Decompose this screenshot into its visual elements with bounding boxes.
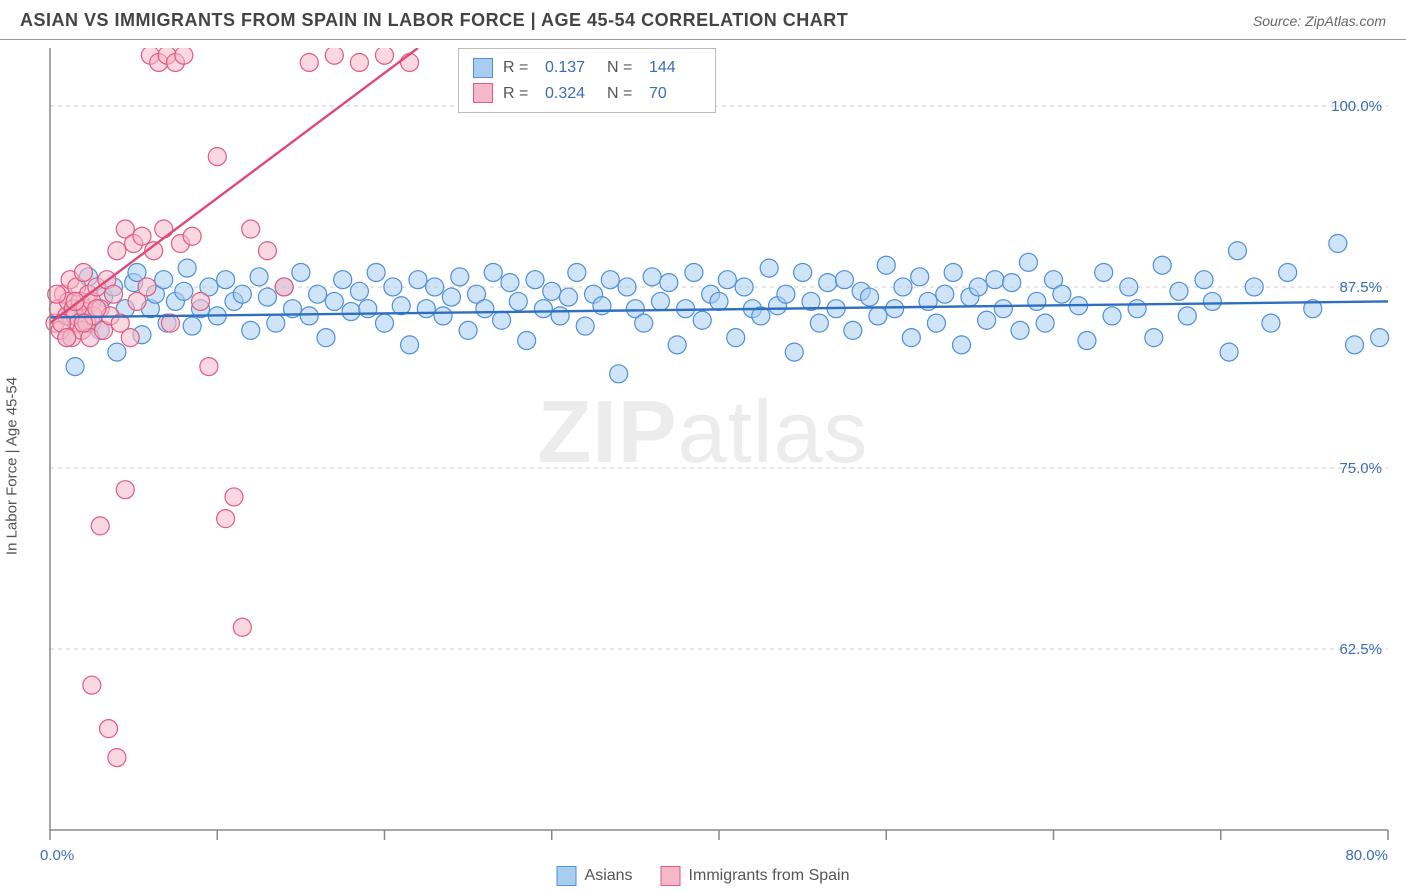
y-axis-label: In Labor Force | Age 45-54 (4, 377, 21, 555)
legend-r-value-asians: 0.137 (545, 55, 597, 81)
legend-correlation: R = 0.137 N = 144 R = 0.324 N = 70 (458, 48, 716, 113)
legend-n-label: N = (607, 81, 639, 107)
legend-row-spain: R = 0.324 N = 70 (473, 81, 701, 107)
legend-item-spain: Immigrants from Spain (661, 866, 850, 886)
chart-svg: 62.5% 75.0% 87.5% 100.0% (0, 40, 1406, 892)
legend-swatch-spain-bottom (661, 866, 681, 886)
legend-row-asians: R = 0.137 N = 144 (473, 55, 701, 81)
x-axis-max-label: 80.0% (1345, 847, 1388, 864)
legend-swatch-asians-bottom (557, 866, 577, 886)
legend-series: Asians Immigrants from Spain (557, 866, 850, 886)
legend-item-asians: Asians (557, 866, 633, 886)
svg-text:62.5%: 62.5% (1339, 641, 1382, 658)
svg-text:100.0%: 100.0% (1331, 98, 1382, 115)
legend-swatch-spain (473, 83, 493, 103)
chart-title: ASIAN VS IMMIGRANTS FROM SPAIN IN LABOR … (20, 10, 848, 31)
chart-area: In Labor Force | Age 45-54 ZIPatlas 62.5… (0, 40, 1406, 892)
legend-label-asians: Asians (585, 867, 633, 885)
legend-n-value-spain: 70 (649, 81, 701, 107)
legend-n-value-asians: 144 (649, 55, 701, 81)
legend-r-value-spain: 0.324 (545, 81, 597, 107)
x-axis-min-label: 0.0% (40, 847, 74, 864)
svg-text:75.0%: 75.0% (1339, 460, 1382, 477)
legend-label-spain: Immigrants from Spain (689, 867, 850, 885)
chart-header: ASIAN VS IMMIGRANTS FROM SPAIN IN LABOR … (0, 0, 1406, 40)
chart-source: Source: ZipAtlas.com (1253, 13, 1386, 29)
legend-n-label: N = (607, 55, 639, 81)
svg-text:87.5%: 87.5% (1339, 279, 1382, 296)
legend-r-label: R = (503, 55, 535, 81)
legend-r-label: R = (503, 81, 535, 107)
legend-swatch-asians (473, 58, 493, 78)
